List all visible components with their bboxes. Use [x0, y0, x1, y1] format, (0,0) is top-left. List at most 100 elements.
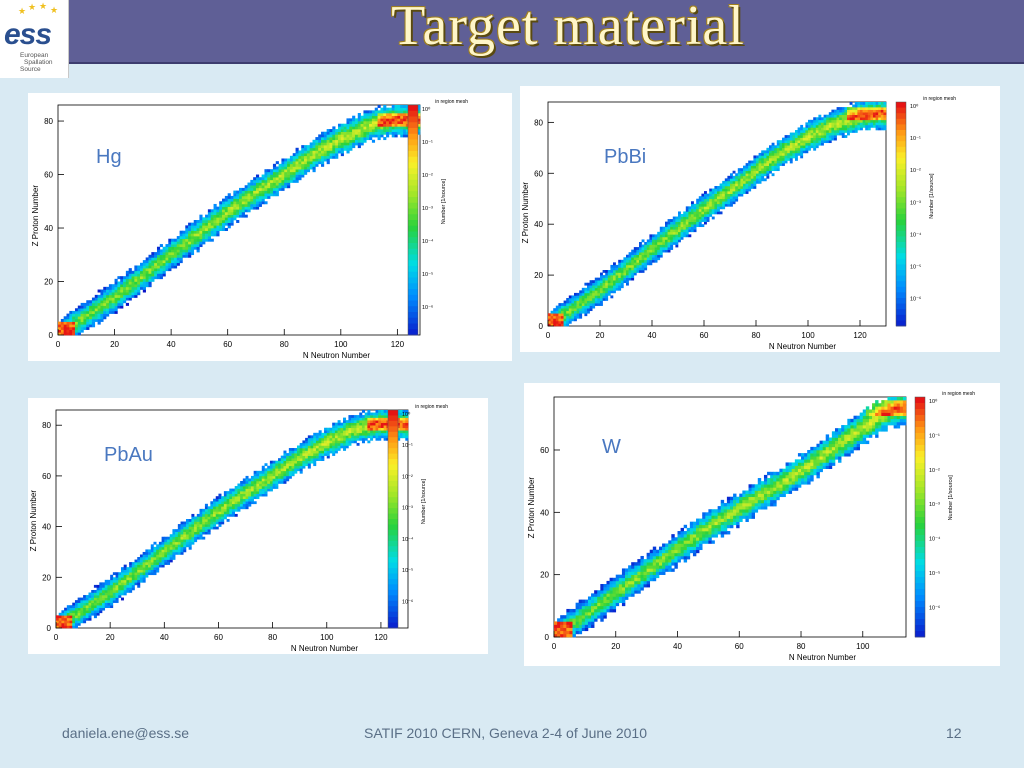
heatmap-cell [581, 290, 585, 294]
heatmap-cell [769, 150, 772, 154]
heatmap-cell [117, 284, 121, 288]
heatmap-cell [283, 465, 287, 469]
heatmap-cell [779, 163, 783, 166]
heatmap-cell [560, 627, 564, 632]
heatmap-cell [802, 132, 806, 136]
heatmap-cell [291, 448, 295, 451]
heatmap-cell [112, 579, 116, 583]
heatmap-cell [602, 295, 606, 299]
heatmap-cell [581, 612, 586, 616]
heatmap-cell [91, 313, 96, 317]
heatmap-cell [813, 130, 817, 133]
heatmap-cell [706, 206, 710, 210]
colorbar-segment [388, 611, 398, 618]
heatmap-cell [633, 267, 637, 271]
heatmap-cell [202, 521, 206, 525]
heatmap-cell [91, 602, 95, 606]
heatmap-cell [566, 612, 570, 616]
heatmap-cell [727, 175, 731, 179]
heatmap-cell [607, 290, 611, 294]
heatmap-cell [677, 537, 681, 541]
material-label: PbBi [604, 146, 646, 168]
heatmap-cell [366, 134, 370, 138]
heatmap-cell [623, 277, 627, 281]
heatmap-cell [558, 315, 562, 319]
heatmap-cell [839, 124, 843, 128]
heatmap-cell [222, 217, 226, 221]
heatmap-cell [140, 270, 144, 274]
heatmap-cell [204, 526, 208, 530]
heatmap-cell [199, 214, 203, 218]
heatmap-cell [575, 612, 579, 616]
heatmap-cell [74, 607, 78, 611]
heatmap-cell [606, 605, 610, 610]
heatmap-cell [66, 605, 70, 609]
heatmap-cell [665, 231, 668, 235]
heatmap-cell [821, 132, 824, 136]
heatmap-cell [188, 529, 192, 532]
heatmap-cell [374, 123, 378, 127]
heatmap-cell [665, 565, 669, 569]
heatmap-cell [334, 445, 338, 449]
heatmap-cell [129, 572, 133, 576]
heatmap-cell [241, 190, 245, 194]
heatmap-cell [177, 531, 181, 535]
heatmap-cell [701, 198, 705, 202]
heatmap-cell [237, 506, 241, 510]
heatmap-cell [766, 163, 770, 166]
heatmap-cell [352, 131, 356, 135]
heatmap-cell [168, 249, 172, 253]
heatmap-cell [717, 203, 720, 207]
heatmap-cell [114, 286, 118, 290]
heatmap-cell [335, 142, 339, 146]
heatmap-cell [603, 590, 607, 594]
heatmap-cell [182, 249, 186, 253]
heatmap-cell [296, 450, 300, 454]
heatmap-cell [584, 313, 588, 317]
heatmap-cell [343, 129, 347, 133]
heatmap-cell [625, 577, 629, 582]
heatmap-cell [880, 107, 884, 110]
heatmap-cell [659, 234, 663, 238]
heatmap-cell [64, 625, 68, 629]
heatmap-cell [356, 442, 360, 446]
heatmap-cell [185, 531, 189, 535]
heatmap-cell [594, 612, 598, 616]
heatmap-cell [329, 137, 333, 141]
heatmap-cell [190, 252, 195, 256]
heatmap-cell [91, 607, 95, 611]
heatmap-cell [766, 165, 770, 169]
heatmap-cell [603, 615, 607, 619]
heatmap-cell [610, 285, 614, 289]
heatmap-cell [576, 295, 580, 299]
heatmap-cell [668, 552, 672, 557]
heatmap-cell [612, 584, 617, 588]
heatmap-cell [857, 114, 861, 118]
heatmap-cell [870, 109, 874, 113]
heatmap-cell [724, 193, 728, 197]
heatmap-cell [363, 123, 367, 127]
heatmap-cell [769, 158, 772, 161]
heatmap-cell [112, 589, 116, 593]
heatmap-cell [77, 612, 81, 616]
heatmap-cell [605, 275, 609, 278]
heatmap-cell [860, 122, 863, 126]
heatmap-cell [769, 145, 772, 149]
heatmap-cell [631, 249, 635, 253]
heatmap-cell [591, 596, 595, 600]
heatmap-cell [185, 230, 189, 234]
heatmap-cell [613, 275, 616, 278]
heatmap-cell [678, 224, 681, 228]
heatmap-cell [860, 114, 863, 118]
heatmap-cell [574, 292, 577, 296]
heatmap-cell [674, 565, 678, 569]
heatmap-cell [123, 289, 127, 293]
heatmap-cell [402, 420, 406, 423]
heatmap-cell [188, 228, 192, 231]
heatmap-cell [403, 121, 407, 125]
heatmap-cell [735, 180, 739, 184]
heatmap-cell [234, 493, 238, 497]
heatmap-cell [204, 516, 208, 520]
heatmap-cell [568, 298, 572, 301]
heatmap-cell [652, 236, 655, 240]
